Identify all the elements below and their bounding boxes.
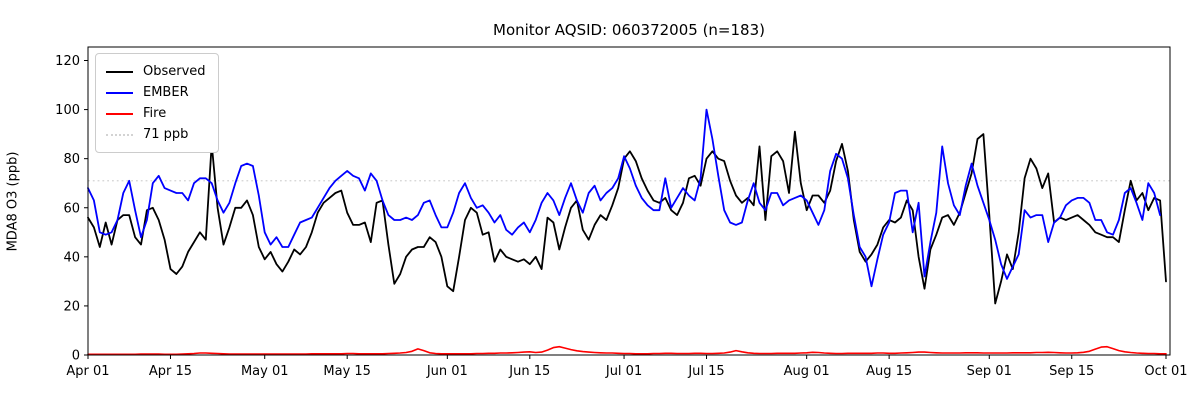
plot-border xyxy=(87,46,1171,356)
legend-label: Observed xyxy=(143,64,206,79)
x-tick-label: Jul 01 xyxy=(605,364,642,379)
x-tick-label: Apr 15 xyxy=(149,364,192,379)
series-observed-line xyxy=(87,130,1167,305)
legend-label: EMBER xyxy=(143,85,189,100)
threshold-line-sample xyxy=(106,133,133,136)
x-tick-label: Oct 01 xyxy=(1144,364,1187,379)
x-tick-label: Jun 01 xyxy=(426,364,468,379)
y-tick-label: 60 xyxy=(63,201,80,216)
y-tick-label: 20 xyxy=(63,299,80,314)
y-axis-label: MDA8 O3 (ppb) xyxy=(5,151,21,252)
legend-entry-observed: Observed xyxy=(106,61,206,82)
x-tick-label: May 01 xyxy=(241,364,289,379)
y-tick-label: 120 xyxy=(55,54,80,69)
chart-title: Monitor AQSID: 060372005 (n=183) xyxy=(493,21,765,39)
x-tick-label: Aug 15 xyxy=(866,364,912,379)
fire-line-sample xyxy=(106,112,133,115)
x-tick-label: Jul 15 xyxy=(687,364,724,379)
y-tick-label: 40 xyxy=(63,250,80,265)
x-tick-label: Jun 15 xyxy=(508,364,550,379)
x-tick-label: Sep 15 xyxy=(1049,364,1094,379)
y-tick-label: 80 xyxy=(63,152,80,167)
x-tick-label: Sep 01 xyxy=(967,364,1012,379)
y-tick-label: 100 xyxy=(55,103,80,118)
ember-line-sample xyxy=(106,91,133,94)
legend-label: 71 ppb xyxy=(143,127,189,142)
x-tick-label: Aug 01 xyxy=(784,364,830,379)
series-ember-line xyxy=(87,108,1161,288)
legend-entry-ember: EMBER xyxy=(106,82,206,103)
observed-line-sample xyxy=(106,70,133,73)
series-fire-line xyxy=(87,345,1167,356)
legend-label: Fire xyxy=(143,106,167,121)
legend-entry-71ppb: 71 ppb xyxy=(106,124,206,145)
y-tick-label: 0 xyxy=(72,349,80,364)
x-tick-label: Apr 01 xyxy=(66,364,109,379)
x-tick-label: May 15 xyxy=(323,364,371,379)
legend-box: Observed EMBER Fire 71 ppb xyxy=(95,53,219,153)
legend-entry-fire: Fire xyxy=(106,103,206,124)
